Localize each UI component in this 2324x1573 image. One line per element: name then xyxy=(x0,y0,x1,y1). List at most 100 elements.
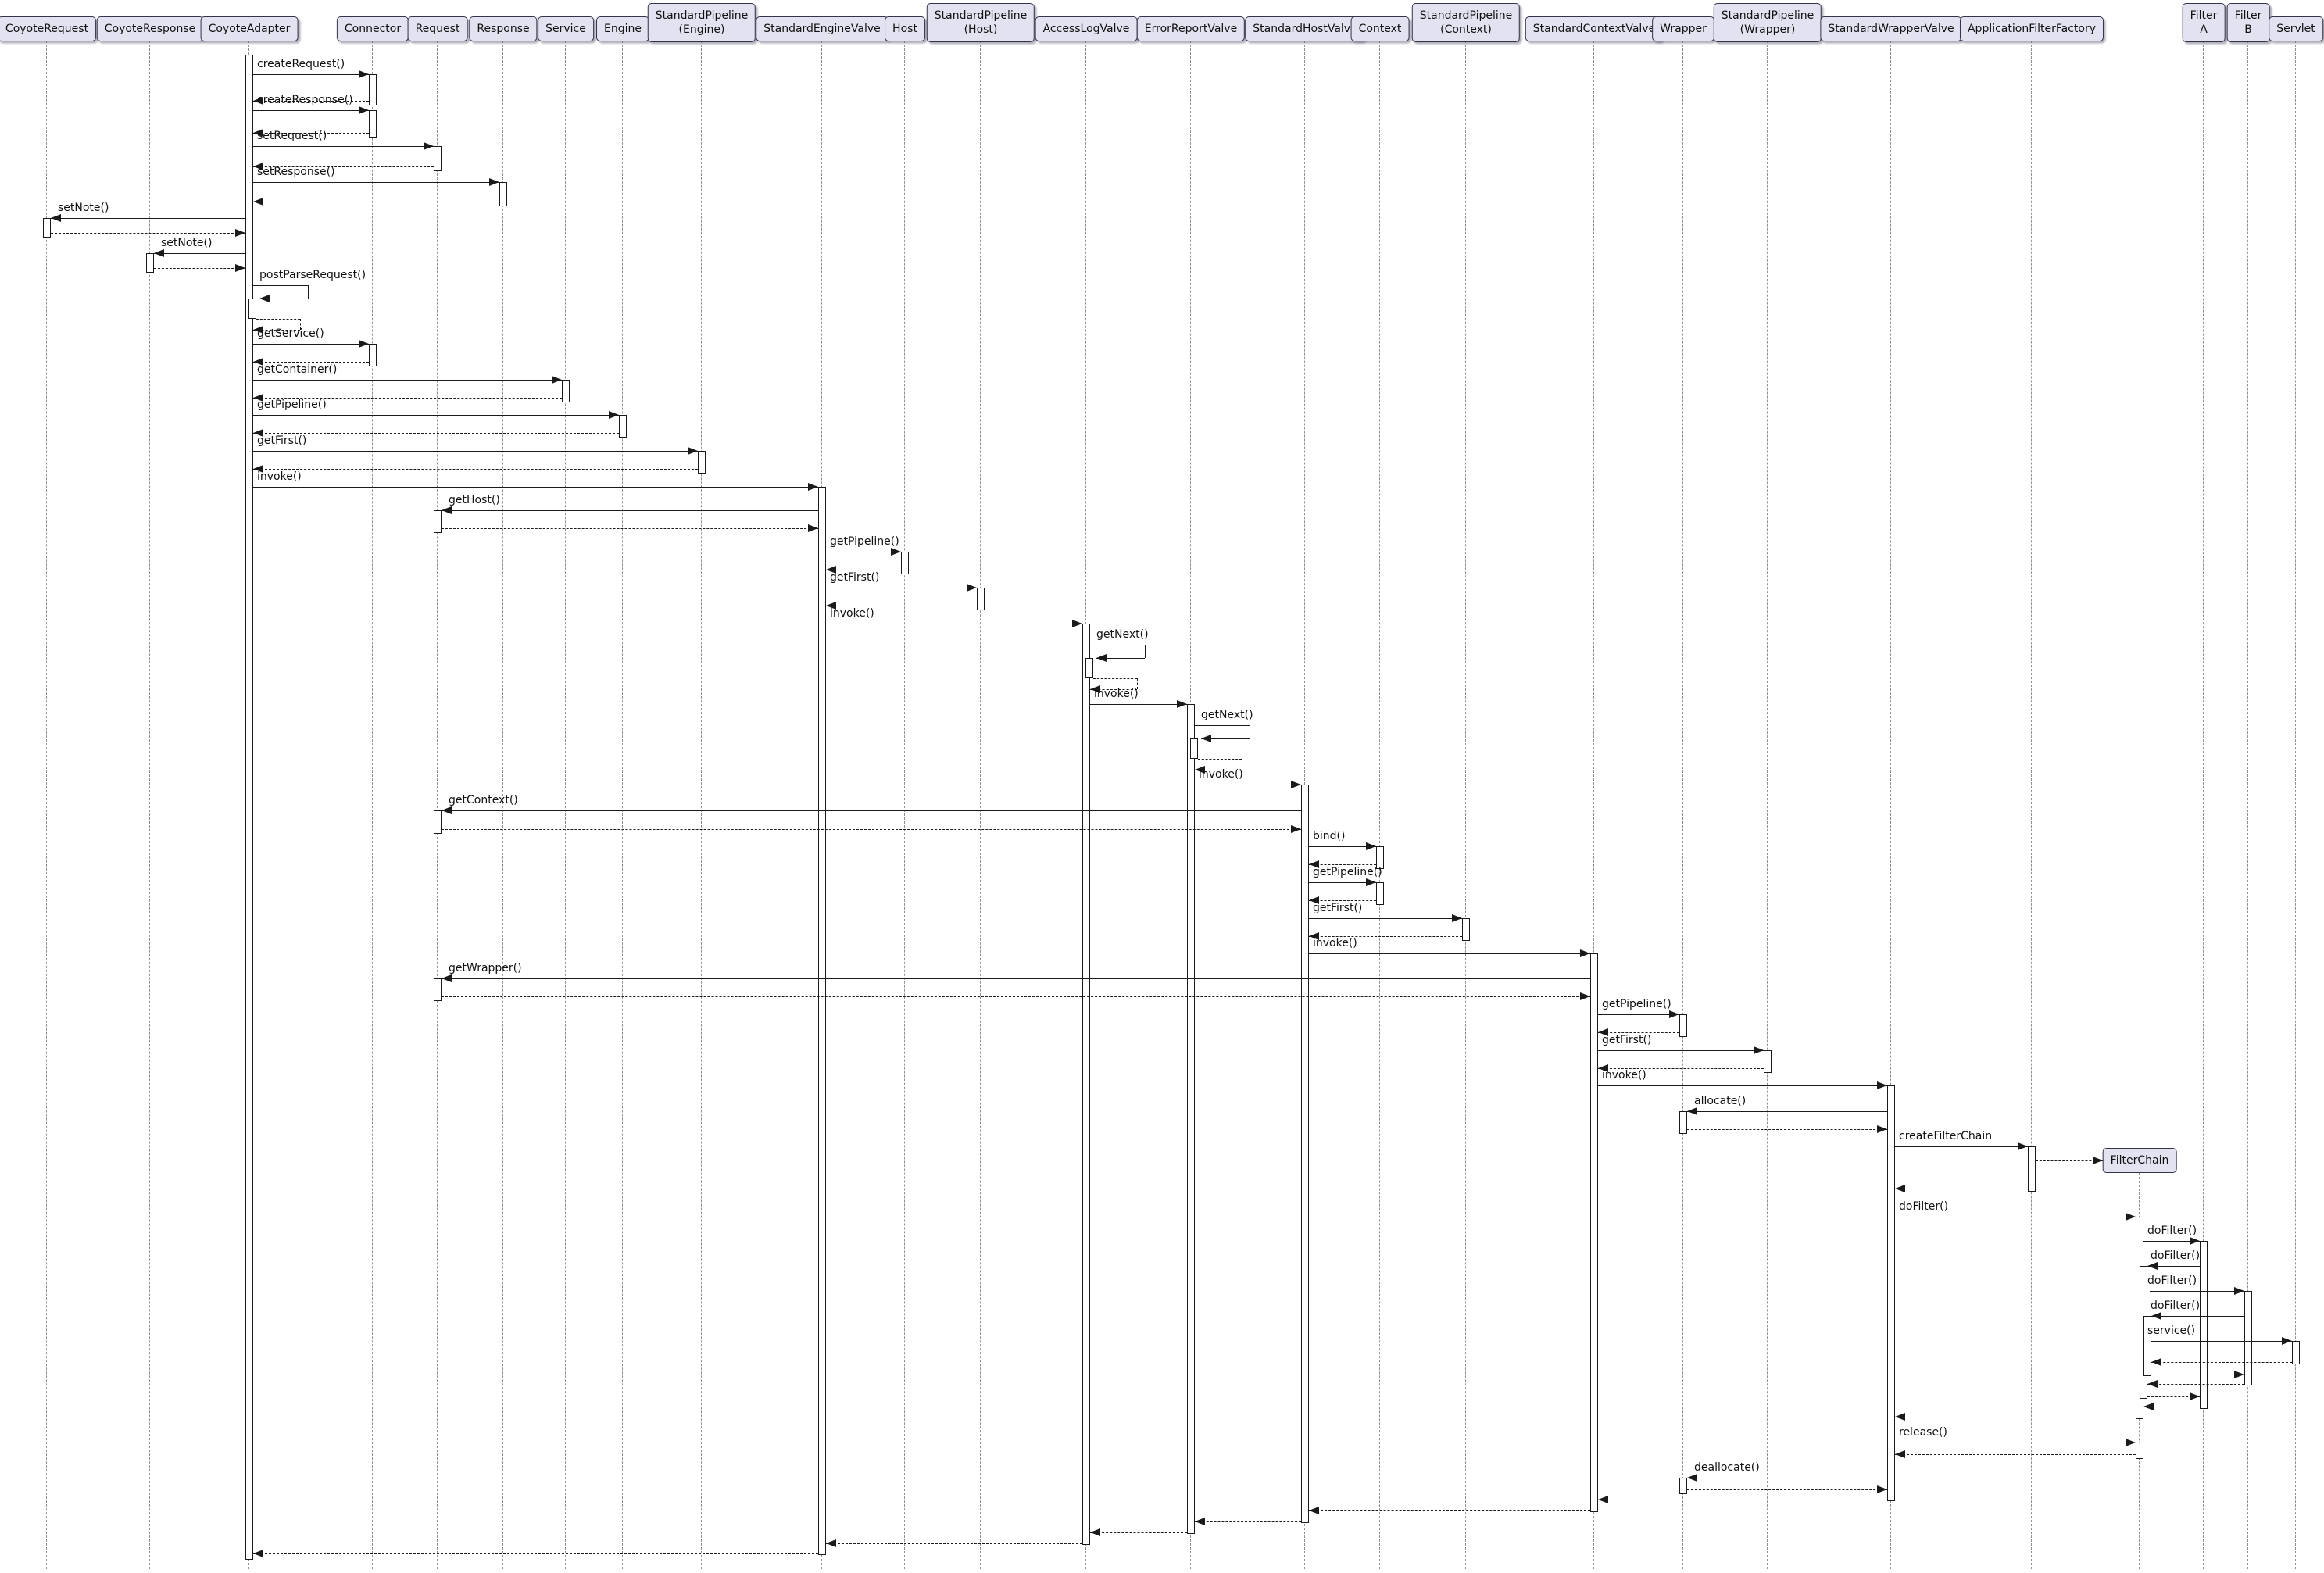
arrowhead xyxy=(1309,1507,1319,1514)
created-object-FC: FilterChain xyxy=(2102,1148,2177,1174)
lifeline-Ctx xyxy=(1379,41,1380,1569)
activation-bar xyxy=(977,588,985,610)
lifeline-CRes xyxy=(149,41,150,1569)
message-line xyxy=(51,233,245,234)
message-label: getContext() xyxy=(449,794,518,806)
message-line xyxy=(2150,1291,2244,1292)
arrowhead xyxy=(1452,914,1462,922)
message-label: getHost() xyxy=(449,494,500,506)
arrowhead xyxy=(808,524,818,532)
message-line xyxy=(1895,1146,2028,1147)
message-label: doFilter() xyxy=(2147,1224,2197,1237)
arrowhead xyxy=(2151,1358,2161,1366)
arrowhead xyxy=(1090,685,1100,693)
message-line xyxy=(2151,1341,2292,1342)
arrowhead xyxy=(1366,878,1376,886)
message-label: getFirst() xyxy=(1313,902,1363,914)
activation-bar xyxy=(2200,1241,2208,1409)
message-line xyxy=(1687,1489,1887,1490)
participant-ALV: AccessLogValve xyxy=(1035,16,1138,42)
arrowhead xyxy=(253,429,263,437)
activation-bar xyxy=(2136,1443,2143,1459)
activation-bar xyxy=(434,810,442,834)
activation-bar xyxy=(1462,918,1470,941)
participant-SPW: StandardPipeline (Wrapper) xyxy=(1713,3,1822,43)
arrowhead xyxy=(442,974,452,982)
lifeline-SCV xyxy=(1593,41,1594,1569)
arrowhead xyxy=(1598,1496,1608,1503)
participant-AFF: ApplicationFilterFactory xyxy=(1959,16,2104,42)
arrowhead xyxy=(51,214,61,222)
message-line xyxy=(1090,689,1137,690)
message-line xyxy=(154,253,245,254)
message-label: invoke() xyxy=(1199,768,1243,781)
message-line xyxy=(2147,1396,2200,1397)
message-line xyxy=(442,810,1301,811)
message-label: invoke() xyxy=(830,607,874,620)
message-line xyxy=(253,380,562,381)
arrowhead xyxy=(2282,1337,2292,1345)
message-line xyxy=(253,362,369,363)
message-label: getWrapper() xyxy=(449,962,522,974)
lifeline-Req xyxy=(437,41,438,1569)
message-label: invoke() xyxy=(1313,937,1357,949)
arrowhead xyxy=(1687,1474,1697,1482)
participant-ERV: ErrorReportValve xyxy=(1136,16,1246,42)
activation-bar xyxy=(369,74,377,105)
message-line xyxy=(1309,1510,1590,1511)
message-line xyxy=(1090,1532,1187,1533)
participant-Req: Request xyxy=(407,16,468,42)
message-line xyxy=(253,433,619,434)
message-line xyxy=(2147,1384,2244,1385)
arrowhead xyxy=(1687,1107,1697,1115)
lifeline-SPW xyxy=(1767,41,1768,1569)
message-label: createFilterChain xyxy=(1899,1130,1993,1142)
arrowhead xyxy=(967,584,977,592)
lifeline-SWV xyxy=(1890,41,1891,1569)
activation-bar xyxy=(1679,1014,1687,1037)
message-line xyxy=(442,829,1301,830)
message-line xyxy=(1195,1521,1301,1522)
activation-bar xyxy=(698,451,706,474)
message-label: invoke() xyxy=(1094,688,1139,700)
arrowhead xyxy=(253,129,263,137)
message-line-vertical xyxy=(1137,678,1138,689)
message-label: getContainer() xyxy=(257,363,338,376)
arrowhead xyxy=(2126,1439,2136,1446)
arrowhead xyxy=(1598,1064,1608,1072)
message-label: getService() xyxy=(257,327,324,340)
message-line xyxy=(253,166,434,167)
arrowhead xyxy=(1195,1518,1205,1525)
activation-bar xyxy=(901,552,909,574)
message-line xyxy=(253,1553,818,1554)
message-line xyxy=(1895,1454,2136,1455)
arrowhead xyxy=(2151,1312,2161,1320)
message-line xyxy=(1309,900,1376,901)
activation-bar xyxy=(369,110,377,138)
arrowhead xyxy=(1895,1413,1905,1421)
lifeline-Host xyxy=(904,41,905,1569)
arrowhead xyxy=(1090,1528,1100,1536)
message-line xyxy=(1201,738,1250,739)
message-line xyxy=(2147,1266,2200,1267)
arrowhead xyxy=(2234,1287,2244,1295)
participant-CRes: CoyoteResponse xyxy=(96,16,204,42)
arrowhead xyxy=(1072,620,1082,627)
message-line xyxy=(1598,1050,1764,1051)
participant-FA: Filter A xyxy=(2182,3,2226,43)
arrowhead xyxy=(442,506,452,514)
message-line xyxy=(442,978,1590,979)
message-label: allocate() xyxy=(1694,1095,1747,1107)
lifeline-Svc xyxy=(565,41,566,1569)
message-line-vertical xyxy=(300,319,301,330)
arrowhead xyxy=(1291,781,1301,788)
arrowhead xyxy=(1598,1028,1608,1036)
arrowhead xyxy=(1580,992,1590,1000)
message-line xyxy=(442,510,818,511)
lifeline-Eng xyxy=(622,41,623,1569)
arrowhead xyxy=(1177,700,1187,708)
activation-bar xyxy=(245,55,253,1560)
activation-bar xyxy=(1082,624,1090,1545)
arrowhead xyxy=(1669,1010,1679,1018)
arrowhead xyxy=(235,229,245,237)
